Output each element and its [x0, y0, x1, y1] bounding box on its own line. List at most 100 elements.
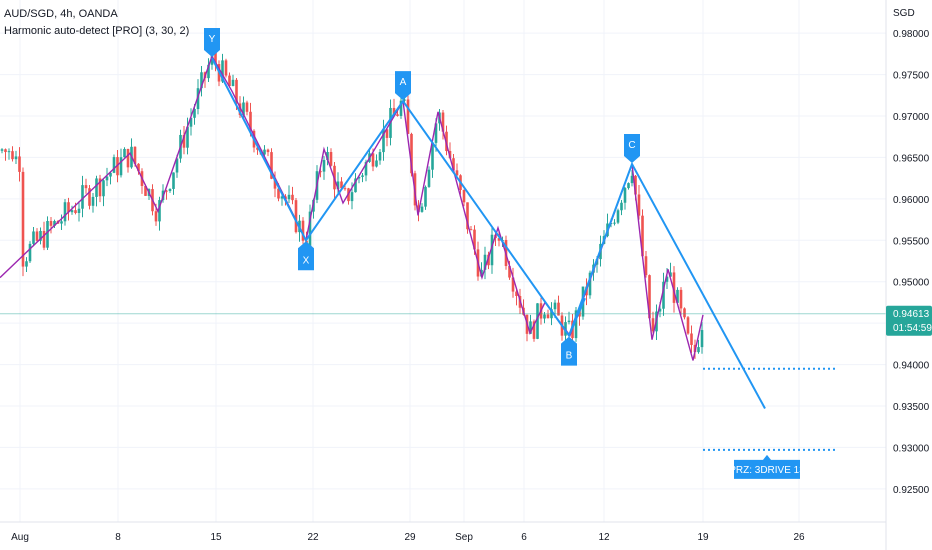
- candle-body: [242, 102, 245, 116]
- chart-grid: [0, 0, 886, 522]
- candle-body: [553, 302, 557, 310]
- time-tick-label: 26: [793, 532, 805, 543]
- pattern-point-x[interactable]: X: [298, 241, 314, 271]
- prz-levels: PRZ: 3DRIVE 13: [703, 367, 838, 479]
- candle-body: [175, 158, 179, 173]
- candle-body: [95, 178, 98, 197]
- harmonic-inner-zigzag: [0, 54, 704, 361]
- candle-body: [35, 231, 39, 241]
- candle-body: [119, 157, 123, 176]
- candle-body: [329, 152, 333, 166]
- candle-body: [165, 190, 168, 192]
- candle-body: [91, 196, 95, 206]
- candle-body: [172, 172, 175, 189]
- time-tick-label: 8: [115, 532, 121, 543]
- price-tick-label: 0.97000: [893, 112, 930, 123]
- candle-body: [144, 185, 147, 196]
- candle-body: [98, 178, 102, 197]
- candle-body: [375, 160, 378, 167]
- candle-body: [53, 221, 56, 226]
- pattern-point-b[interactable]: B: [561, 336, 577, 366]
- candle-body: [207, 64, 210, 79]
- candle-body: [81, 185, 84, 209]
- candle-body: [28, 243, 32, 262]
- candle-body: [88, 188, 91, 206]
- candle-body: [70, 210, 74, 213]
- candlestick-series: [0, 40, 704, 359]
- candle-body: [221, 60, 224, 82]
- candle-body: [672, 272, 676, 303]
- candle-body: [697, 347, 700, 353]
- candle-body: [676, 289, 679, 303]
- candle-body: [385, 129, 389, 138]
- candle-body: [658, 308, 662, 312]
- candle-body: [32, 231, 35, 244]
- candle-body: [532, 321, 536, 339]
- candle-body: [21, 171, 25, 267]
- candle-body: [186, 126, 189, 148]
- candle-body: [683, 308, 686, 318]
- time-tick-label: 15: [210, 532, 222, 543]
- candle-body: [14, 156, 18, 160]
- candle-body: [354, 178, 357, 193]
- candle-body: [613, 222, 616, 224]
- candle-body: [665, 276, 669, 282]
- pattern-point-marker-bg: [561, 336, 577, 366]
- indicator-title[interactable]: Harmonic auto-detect [PRO] (3, 30, 2): [4, 25, 190, 37]
- price-axis-ticks[interactable]: 0.98000 0.97500 0.97000 0.96500 0.96000 0.955…: [893, 29, 930, 496]
- candle-body: [651, 318, 655, 332]
- candle-body: [238, 103, 242, 116]
- candle-body: [322, 160, 326, 172]
- pattern-point-label: Y: [209, 34, 216, 45]
- candle-body: [112, 157, 116, 173]
- time-tick-label: 19: [697, 532, 709, 543]
- candle-body: [0, 149, 4, 151]
- pattern-leg-lines: [211, 57, 766, 409]
- candle-body: [249, 111, 252, 131]
- candle-body: [424, 186, 427, 207]
- candle-body: [473, 229, 476, 250]
- price-tick-label: 0.95000: [893, 278, 930, 289]
- candle-body: [637, 194, 641, 216]
- candle-body: [630, 175, 634, 184]
- candle-body: [378, 152, 382, 161]
- time-axis-ticks[interactable]: Aug 8 15 22 29 Sep 6 12 19 26: [11, 532, 805, 543]
- symbol-title[interactable]: AUD/SGD, 4h, OANDA: [4, 8, 118, 20]
- candle-body: [294, 200, 298, 233]
- candle-body: [49, 221, 53, 226]
- pattern-point-a[interactable]: A: [395, 71, 411, 101]
- pattern-point-y[interactable]: Y: [204, 28, 220, 57]
- pattern-point-marker-bg: [624, 134, 640, 164]
- pattern-point-c[interactable]: C: [624, 134, 640, 164]
- candle-body: [417, 205, 420, 212]
- candle-body: [266, 149, 270, 153]
- candle-body: [420, 206, 424, 212]
- candle-body: [511, 277, 515, 292]
- candle-body: [557, 302, 560, 316]
- candle-body: [133, 146, 137, 164]
- candle-body: [280, 196, 284, 199]
- inner-zigzag-line: [0, 54, 704, 361]
- time-tick-label: 29: [404, 532, 416, 543]
- time-tick-label: Aug: [11, 532, 29, 543]
- price-axis-currency: SGD: [893, 8, 915, 19]
- harmonic-pattern-lines: [211, 57, 766, 409]
- current-price-tag: 0.94613 01:54:59: [886, 305, 932, 336]
- candle-body: [588, 272, 592, 296]
- price-tick-label: 0.98000: [893, 29, 930, 40]
- chart-legend: AUD/SGD, 4h, OANDA Harmonic auto-detect …: [4, 6, 189, 40]
- candle-body: [270, 152, 273, 179]
- candle-body: [231, 79, 235, 86]
- candle-body: [634, 175, 637, 195]
- candle-body: [214, 49, 217, 65]
- candle-body: [4, 149, 7, 153]
- prz-label[interactable]: PRZ: 3DRIVE 13: [729, 454, 805, 479]
- candle-body: [466, 202, 469, 230]
- candle-body: [644, 256, 648, 276]
- candle-body: [137, 163, 140, 172]
- price-tick-label: 0.94000: [893, 361, 930, 372]
- candle-body: [546, 314, 550, 319]
- candle-body: [462, 189, 466, 203]
- candle-body: [277, 188, 280, 199]
